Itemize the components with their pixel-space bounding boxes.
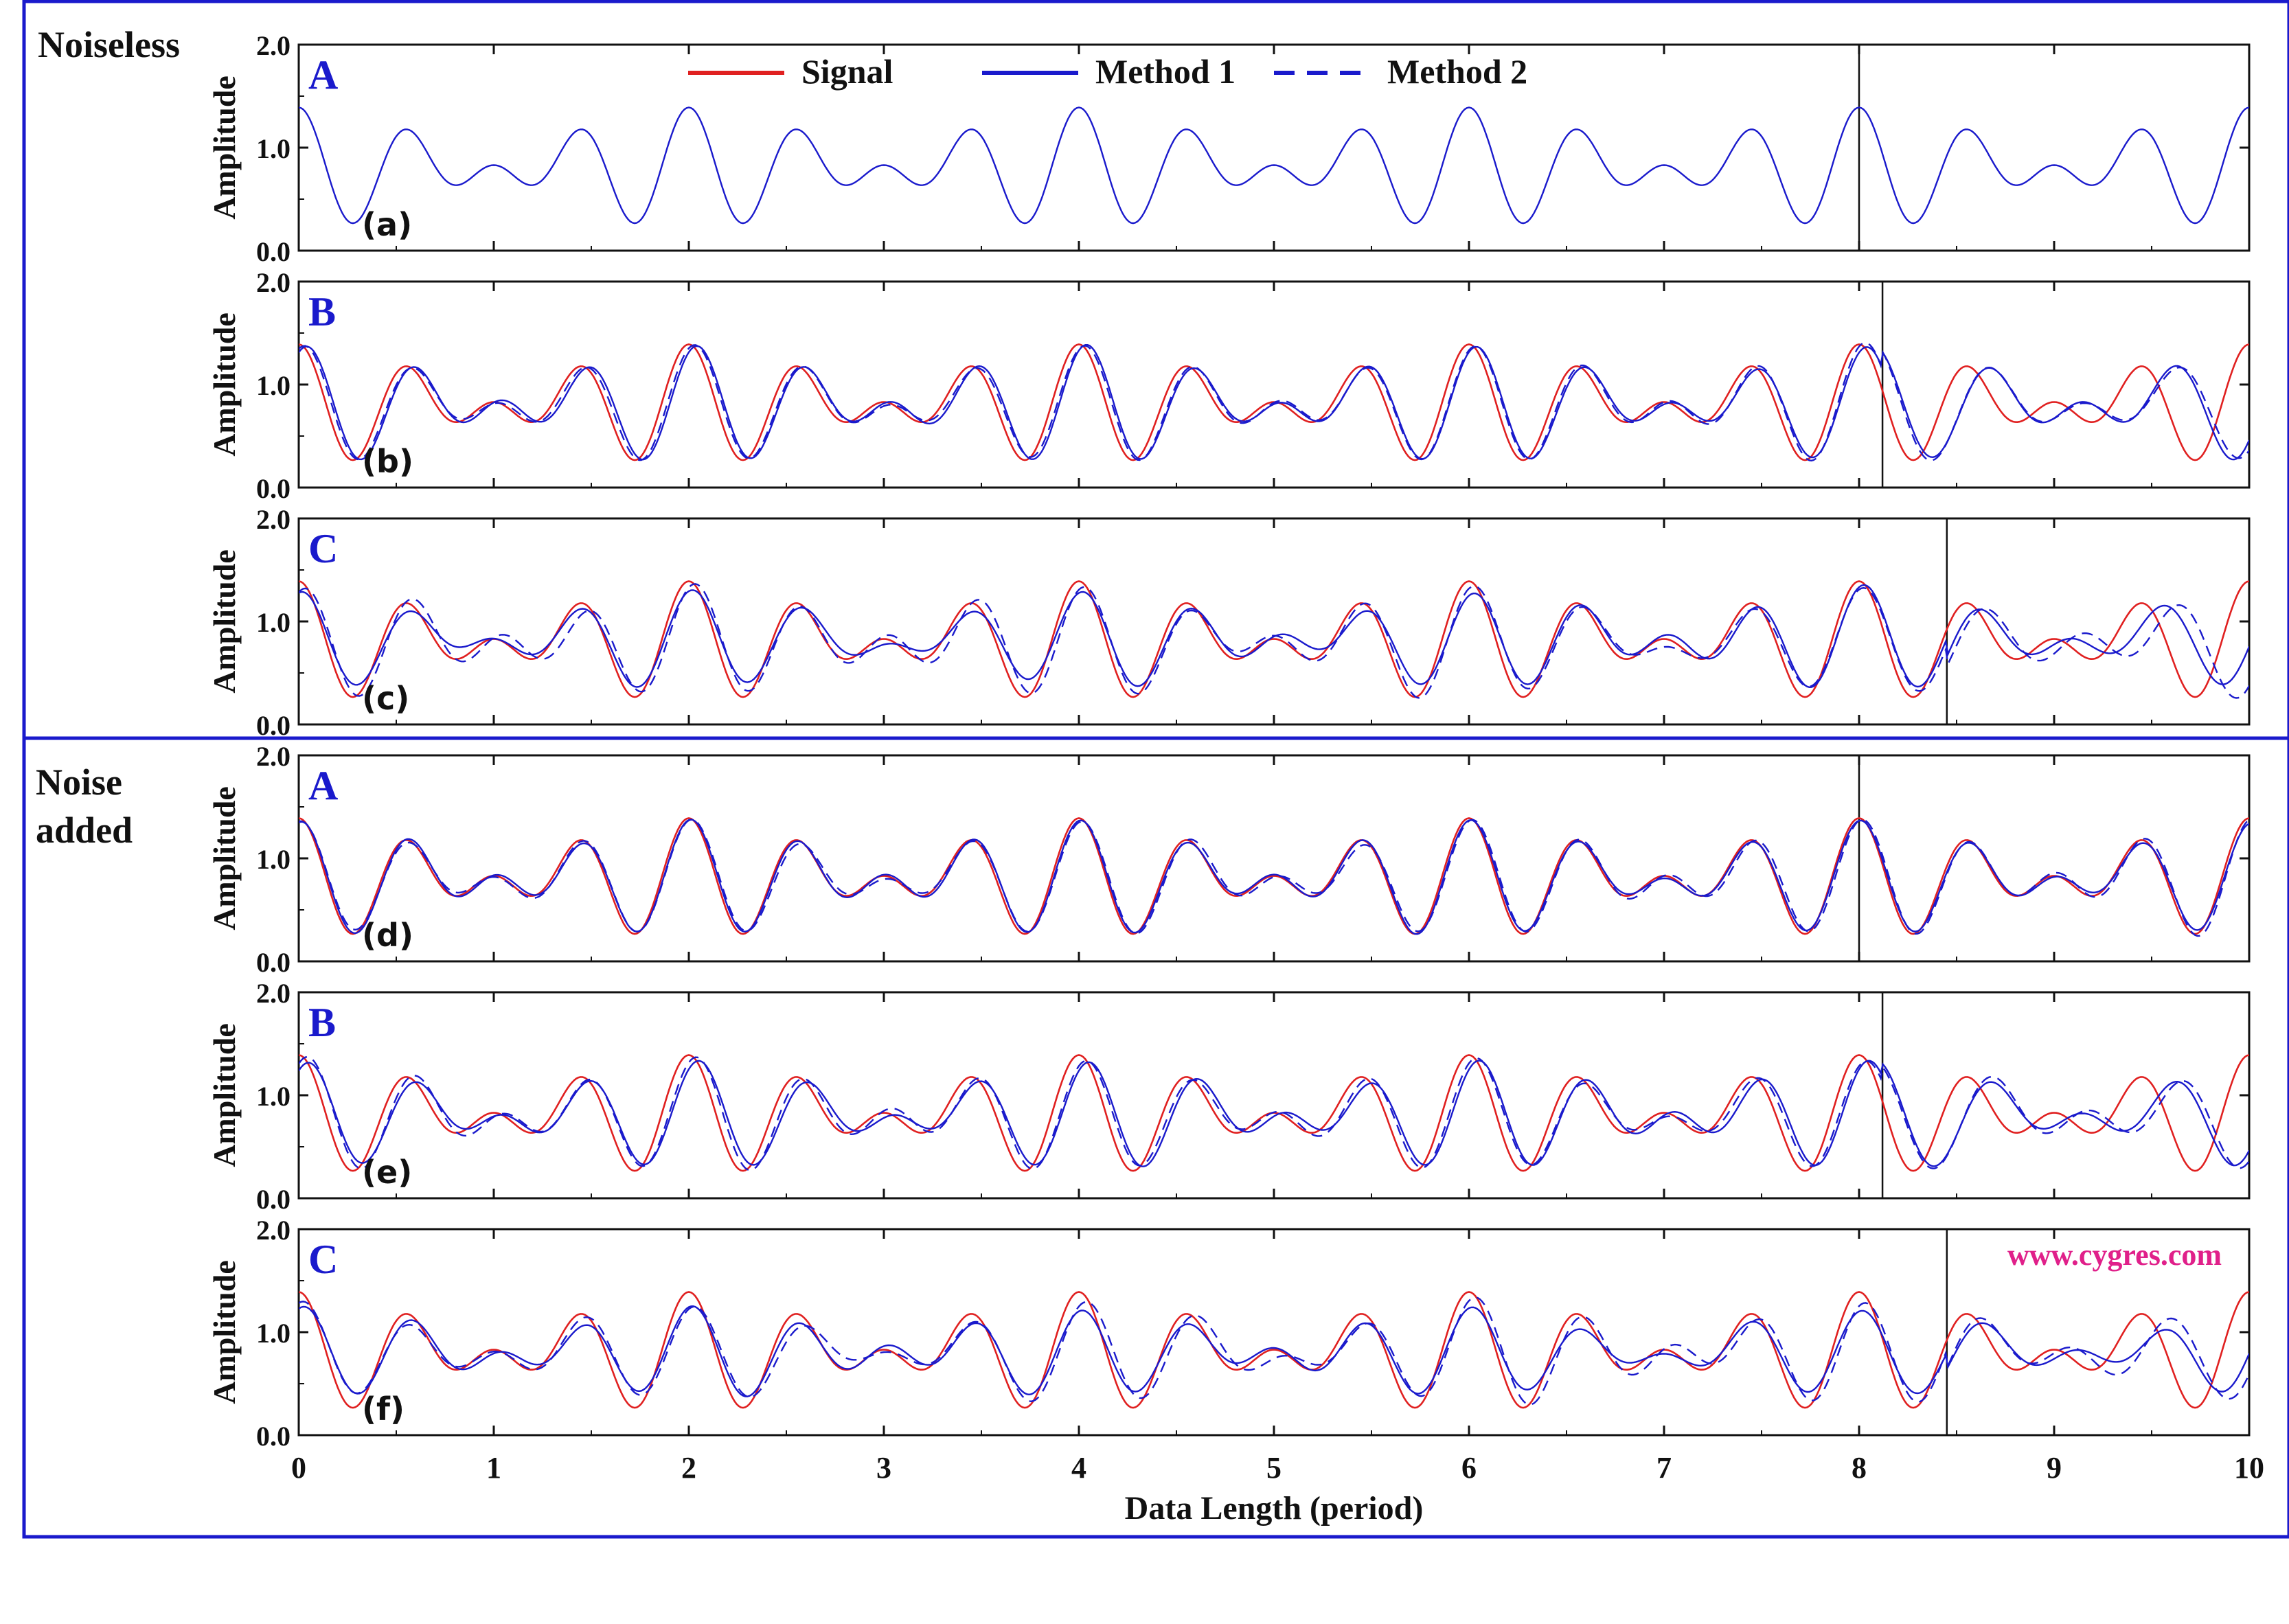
y-tick-label: 1.0	[256, 370, 291, 401]
panel-tag-c: (c)	[362, 680, 409, 717]
panel-letter-b: B	[308, 289, 336, 334]
x-tick-label: 3	[876, 1451, 891, 1485]
panel-c: 0.0 1.0 2.0 Amplitude C (c)	[207, 504, 2251, 741]
curves-f	[299, 1291, 2249, 1409]
panel-letter-d: A	[308, 763, 338, 808]
noise-added-frame	[22, 736, 2289, 1539]
noise-added-label-1: Noise	[36, 762, 122, 803]
y-tick-label: 0.0	[256, 1184, 291, 1215]
method2-line-e	[299, 1055, 2249, 1171]
method1-line-c	[299, 584, 2249, 689]
x-axis-title: Data Length (period)	[1125, 1490, 1424, 1526]
panel-letter-f: C	[308, 1237, 338, 1282]
method2-line-b	[299, 341, 2249, 462]
y-axis-label: Amplitude	[207, 1260, 242, 1404]
plot-area-f	[297, 1228, 2251, 1437]
x-tick-label: 10	[2234, 1451, 2264, 1485]
panel-tag-b: (b)	[362, 443, 413, 480]
panels: 0.0 1.0 2.0 Amplitude A (a) 0.0 1.0 2.0 Amplitude…	[207, 30, 2264, 1485]
curves-b	[299, 341, 2249, 462]
y-axis-label: Amplitude	[207, 76, 242, 220]
x-tick-label: 4	[1071, 1451, 1086, 1485]
noiseless-frame	[22, 0, 2289, 740]
method1-line-f	[299, 1305, 2249, 1397]
curves-d	[299, 817, 2249, 937]
legend-item-1: Signal	[688, 52, 893, 91]
watermark-text: www.cygres.com	[2007, 1238, 2222, 1272]
x-tick-label: 1	[486, 1451, 501, 1485]
plot-area-c	[297, 517, 2251, 726]
y-tick-label: 2.0	[256, 978, 291, 1009]
panel-d: 0.0 1.0 2.0 Amplitude A (d)	[207, 741, 2251, 978]
legend-label: Method 2	[1387, 52, 1527, 91]
x-axis-title-group: Data Length (period)	[1125, 1490, 1424, 1526]
method1-line-e	[299, 1060, 2249, 1167]
panel-letter-c: C	[308, 526, 338, 571]
plot-area-d	[297, 754, 2251, 963]
x-tick-label: 9	[2047, 1451, 2062, 1485]
y-tick-label: 1.0	[256, 1081, 291, 1112]
y-axis-label: Amplitude	[207, 1023, 242, 1167]
y-tick-label: 2.0	[256, 504, 291, 535]
panel-e: 0.0 1.0 2.0 Amplitude B (e)	[207, 978, 2251, 1215]
y-axis-label: Amplitude	[207, 549, 242, 694]
x-tick-label: 7	[1656, 1451, 1672, 1485]
legend-item-3: Method 2	[1274, 52, 1527, 91]
plot-area-b	[297, 280, 2251, 489]
y-tick-label: 1.0	[256, 133, 291, 164]
curves-c	[299, 580, 2249, 699]
noise-added-label-2: added	[36, 810, 133, 851]
y-axis-label: Amplitude	[207, 312, 242, 457]
y-tick-label: 2.0	[256, 741, 291, 772]
method1-line-a	[299, 106, 2249, 225]
y-tick-label: 0.0	[256, 236, 291, 267]
panel-tag-e: (e)	[362, 1154, 412, 1191]
panel-tag-a: (a)	[362, 206, 412, 243]
y-tick-label: 0.0	[256, 710, 291, 741]
signal-line-c	[299, 580, 2249, 698]
y-tick-label: 0.0	[256, 947, 291, 978]
x-tick-label: 8	[1852, 1451, 1867, 1485]
group-labels: Noiseless Noise added	[36, 24, 180, 851]
y-tick-label: 1.0	[256, 844, 291, 875]
panel-a: 0.0 1.0 2.0 Amplitude A (a)	[207, 30, 2251, 267]
panel-letter-a: A	[308, 52, 338, 98]
legend-item-2: Method 1	[982, 52, 1235, 91]
y-tick-label: 1.0	[256, 607, 291, 638]
signal-line-d	[299, 817, 2249, 935]
method1-line-d	[299, 819, 2249, 935]
panel-b: 0.0 1.0 2.0 Amplitude B (b)	[207, 267, 2251, 504]
legend-label: Method 1	[1095, 52, 1235, 91]
method1-line-b	[299, 344, 2249, 461]
method2-line-c	[299, 583, 2249, 699]
x-tick-label: 0	[291, 1451, 306, 1485]
curves-a	[299, 106, 2249, 225]
y-tick-label: 1.0	[256, 1318, 291, 1349]
plot-area-e	[297, 991, 2251, 1200]
panel-letter-e: B	[308, 1000, 336, 1045]
x-tick-label: 5	[1266, 1451, 1282, 1485]
legend-label: Signal	[801, 52, 893, 91]
x-tick-label: 6	[1461, 1451, 1477, 1485]
legend: Signal Method 1 Method 2	[688, 52, 1527, 91]
y-axis-label: Amplitude	[207, 786, 242, 930]
panel-tag-f: (f)	[362, 1391, 405, 1428]
curves-e	[299, 1054, 2249, 1172]
y-tick-label: 2.0	[256, 1215, 291, 1246]
panel-f: 0 1 2 3 4 5 6 7 8 9 10 0.0 1.0 2.0 Amplitude C (f) www.cy…	[207, 1215, 2264, 1485]
noiseless-label: Noiseless	[38, 24, 180, 65]
method2-line-d	[299, 819, 2249, 937]
y-tick-label: 0.0	[256, 1421, 291, 1452]
y-tick-label: 2.0	[256, 267, 291, 298]
group-frames	[22, 0, 2289, 1539]
plot-area-a	[297, 43, 2251, 252]
panel-tag-d: (d)	[362, 917, 413, 954]
y-tick-label: 2.0	[256, 30, 291, 61]
y-tick-label: 0.0	[256, 473, 291, 504]
x-tick-label: 2	[681, 1451, 696, 1485]
